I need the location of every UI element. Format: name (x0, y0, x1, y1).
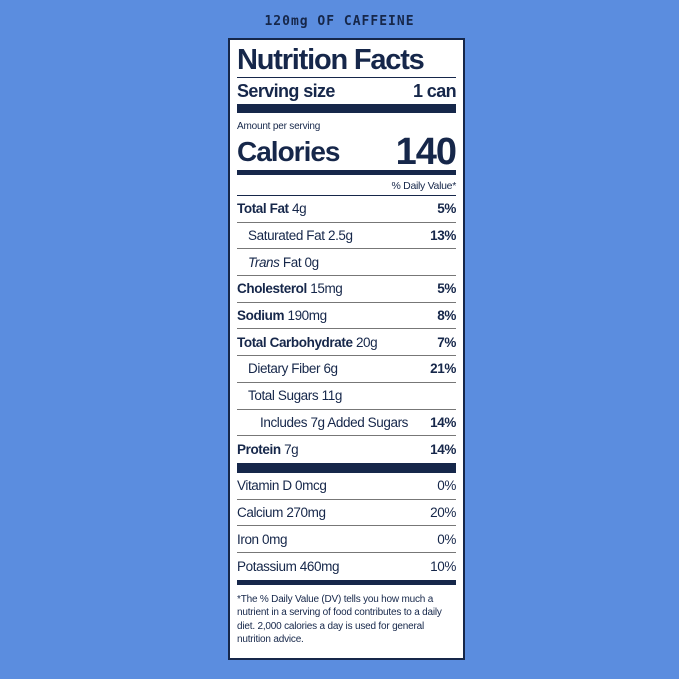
nutrient-row: Total Sugars 11g (237, 383, 456, 410)
nutrient-name: Total Carbohydrate (237, 334, 353, 350)
nutrient-text: Includes 7g Added Sugars (260, 415, 408, 430)
nutrient-list: Total Fat 4g 5% Saturated Fat 2.5g 13% Trans… (237, 196, 456, 463)
nutrient-text: Sodium 190mg (237, 308, 327, 323)
vitamin-name: Potassium (237, 558, 297, 574)
nutrient-name: Total Fat (237, 201, 289, 217)
vitamin-amount: 0mcg (295, 478, 327, 494)
serving-size-label: Serving size (237, 80, 335, 101)
vitamin-name: Vitamin D (237, 478, 292, 494)
nutrient-text: Total Sugars 11g (248, 388, 342, 403)
nutrient-row: Includes 7g Added Sugars 14% (237, 410, 456, 437)
nutrient-amount: 7g Added Sugars (310, 414, 409, 430)
vitamin-text: Iron 0mg (237, 532, 287, 547)
medium-divider (237, 170, 456, 175)
nutrient-daily-value: 8% (437, 308, 456, 324)
nutrient-text: Saturated Fat 2.5g (248, 228, 353, 243)
nutrient-daily-value: 13% (430, 228, 456, 244)
nutrient-amount: 7g (284, 442, 299, 458)
thick-divider (237, 462, 456, 473)
calories-value: 140 (395, 130, 457, 173)
nutrient-name: Saturated Fat (248, 228, 325, 244)
calories-row: Calories 140 (237, 131, 457, 173)
nutrient-daily-value: 14% (430, 414, 456, 430)
nutrient-daily-value: 5% (437, 281, 456, 297)
nutrient-amount: 0g (304, 254, 320, 270)
thick-divider (237, 104, 456, 113)
nutrient-row: Total Fat 4g 5% (237, 196, 456, 223)
nutrient-amount: 15mg (310, 281, 343, 297)
nutrient-name: Trans (248, 254, 280, 270)
medium-divider (237, 579, 456, 585)
vitamin-row: Calcium 270mg 20% (237, 500, 456, 527)
nutrient-amount: 190mg (287, 308, 327, 324)
vitamin-row: Vitamin D 0mcg 0% (237, 473, 456, 500)
vitamin-text: Potassium 460mg (237, 559, 339, 574)
vitamin-amount: 460mg (299, 558, 340, 574)
vitamin-amount: 0mg (262, 531, 288, 547)
vitamin-row: Potassium 460mg 10% (237, 553, 456, 580)
serving-size-row: Serving size 1 can (237, 78, 457, 104)
nutrient-row: Total Carbohydrate 20g 7% (237, 329, 456, 357)
vitamin-amount: 270mg (286, 504, 326, 520)
label-title: Nutrition Facts (237, 40, 456, 78)
nutrient-text: Cholesterol 15mg (237, 281, 343, 297)
nutrient-text: Trans Fat 0g (248, 255, 319, 270)
nutrient-text: Dietary Fiber 6g (248, 361, 338, 376)
calories-label: Calories (237, 136, 340, 167)
vitamin-name: Iron (237, 531, 259, 547)
nutrient-name: Dietary Fiber (248, 361, 321, 377)
nutrient-row: Trans Fat 0g (237, 249, 456, 277)
nutrient-name: Total Sugars (248, 388, 319, 404)
nutrient-daily-value: 14% (430, 442, 456, 458)
footnote: *The % Daily Value (DV) tells you how mu… (237, 593, 442, 646)
amount-per-serving: Amount per serving (237, 121, 321, 132)
vitamin-daily-value: 20% (430, 504, 456, 520)
nutrient-daily-value: 5% (437, 201, 456, 217)
vitamin-daily-value: 0% (437, 478, 456, 494)
vitamin-text: Vitamin D 0mcg (237, 478, 327, 494)
nutrient-amount: 2.5g (327, 228, 353, 244)
nutrient-amount: 11g (321, 388, 343, 404)
nutrient-amount: 20g (355, 334, 378, 350)
vitamin-text: Calcium 270mg (237, 505, 326, 520)
nutrient-row: Cholesterol 15mg 5% (237, 276, 456, 303)
nutrient-row: Sodium 190mg 8% (237, 303, 456, 330)
nutrient-row: Protein 7g 14% (237, 436, 456, 463)
nutrient-row: Saturated Fat 2.5g 13% (237, 223, 456, 250)
nutrient-row: Dietary Fiber 6g 21% (237, 356, 456, 383)
daily-value-header: % Daily Value* (237, 175, 456, 196)
vitamin-name: Calcium (237, 504, 283, 520)
nutrient-name: Cholesterol (237, 281, 307, 297)
nutrient-daily-value: 21% (430, 361, 456, 377)
nutrient-amount: 6g (323, 361, 338, 377)
nutrient-text: Total Fat 4g (237, 201, 307, 217)
nutrient-name: Sodium (237, 308, 285, 324)
caffeine-banner: 120mg OF CAFFEINE (264, 14, 415, 29)
nutrient-text: Total Carbohydrate 20g (237, 334, 378, 350)
nutrition-facts-label: Nutrition Facts Serving size 1 can Amoun… (228, 38, 465, 660)
nutrient-amount: 4g (292, 201, 307, 217)
nutrient-name: Protein (237, 442, 281, 458)
nutrient-daily-value: 7% (437, 334, 456, 350)
vitamin-daily-value: 10% (430, 558, 456, 574)
nutrient-text: Protein 7g (237, 442, 299, 458)
nutrient-name: Includes (260, 414, 308, 430)
vitamin-list: Vitamin D 0mcg 0% Calcium 270mg 20% Iron 0mg… (237, 473, 456, 580)
serving-size-value: 1 can (412, 80, 457, 101)
nutrient-name-suffix: Fat (282, 254, 302, 270)
vitamin-daily-value: 0% (437, 531, 456, 547)
vitamin-row: Iron 0mg 0% (237, 526, 456, 553)
